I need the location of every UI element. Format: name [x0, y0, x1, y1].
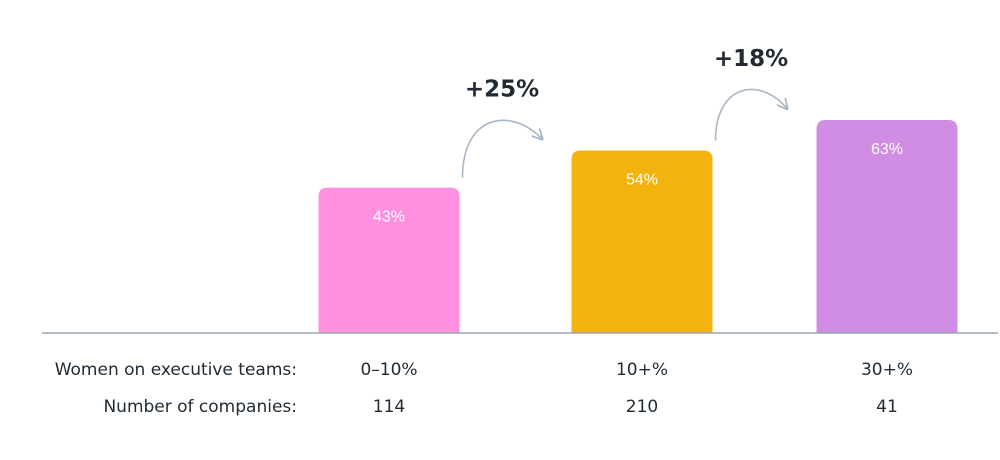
- company-count-1: 114: [373, 397, 405, 417]
- growth-label-2: +18%: [714, 46, 788, 72]
- growth-annotations: +25% +18%: [461, 46, 789, 178]
- category-label-3: 30+%: [861, 360, 913, 380]
- bar-3: [816, 120, 958, 333]
- bar-value-label-1: 43%: [373, 209, 405, 226]
- bars-group: 43% 54% 63%: [318, 120, 958, 333]
- category-label-2: 10+%: [616, 360, 668, 380]
- growth-label-1: +25%: [465, 76, 539, 102]
- company-count-3: 41: [876, 397, 898, 417]
- bar-1: [318, 187, 460, 333]
- row-label-women-executive-teams: Women on executive teams:: [55, 360, 297, 380]
- company-count-2: 210: [626, 397, 658, 417]
- bar-value-label-3: 63%: [871, 141, 903, 158]
- bar-value-label-2: 54%: [626, 171, 658, 188]
- bar-2: [571, 150, 713, 333]
- category-label-1: 0–10%: [360, 360, 417, 380]
- growth-arrow-1: [461, 119, 542, 178]
- growth-arrow-2: [714, 88, 787, 141]
- row-label-number-of-companies: Number of companies:: [103, 397, 297, 417]
- category-labels: 0–10% 114 10+% 210 30+% 41: [360, 360, 913, 417]
